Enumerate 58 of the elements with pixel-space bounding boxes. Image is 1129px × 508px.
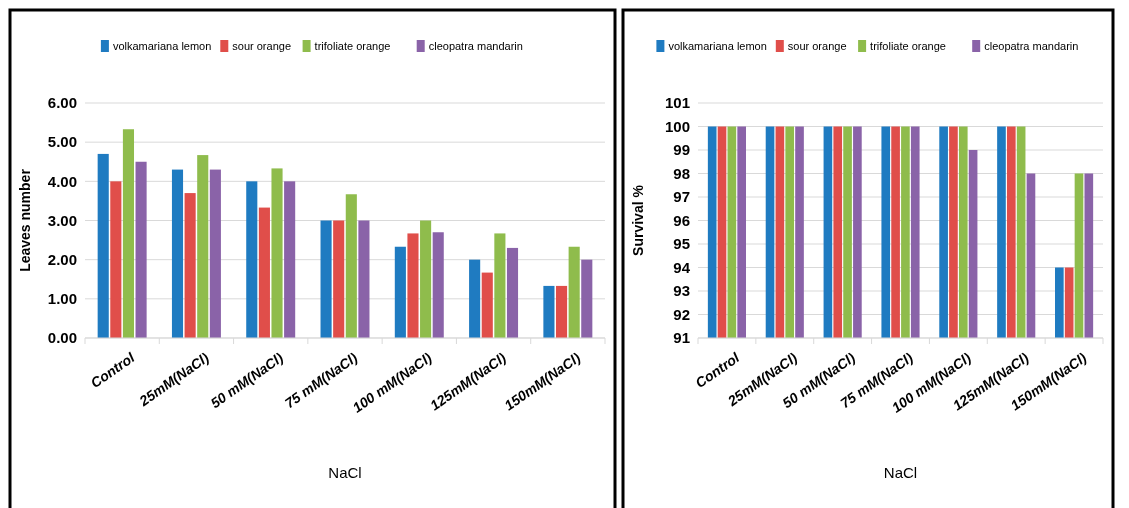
y-tick-label: 93: [673, 282, 690, 300]
bar: [320, 220, 332, 338]
bar: [333, 220, 345, 338]
bar: [432, 232, 444, 338]
y-tick-label: 97: [673, 188, 690, 206]
y-tick-label: 95: [673, 235, 690, 253]
bar: [110, 181, 122, 338]
y-tick-label: 4.00: [47, 172, 77, 190]
y-tick-label: 6.00: [47, 94, 77, 112]
y-tick-label: 3.00: [47, 211, 77, 229]
y-axis-title: Survival %: [630, 184, 646, 256]
legend-label: cleopatra mandarin: [428, 39, 523, 52]
bar: [555, 285, 568, 338]
bar: [568, 246, 580, 338]
bar: [358, 220, 370, 338]
y-tick-label: 91: [673, 329, 690, 347]
bar: [394, 246, 406, 338]
bar: [481, 272, 493, 338]
y-tick-label: 96: [673, 211, 690, 229]
bar: [494, 233, 506, 338]
bar: [543, 285, 555, 338]
y-tick-label: 2.00: [47, 250, 77, 268]
x-axis-title: NaCl: [328, 464, 362, 481]
bar: [407, 233, 419, 338]
bar: [258, 207, 270, 338]
y-tick-label: 92: [673, 305, 690, 323]
bar: [246, 181, 258, 338]
bar: [122, 129, 135, 338]
bar: [271, 168, 283, 338]
y-tick-label: 98: [673, 164, 690, 182]
legend-label: trifoliate orange: [314, 39, 391, 52]
legend-label: cleopatra mandarin: [984, 39, 1079, 52]
y-tick-label: 100: [664, 117, 690, 135]
bar: [184, 193, 196, 338]
legend-label: sour orange: [787, 39, 847, 52]
y-tick-label: 99: [673, 141, 690, 159]
legend-label: trifoliate orange: [870, 39, 946, 52]
y-tick-label: 5.00: [47, 133, 77, 151]
bar: [171, 169, 184, 338]
legend-label: volkamariana lemon: [668, 39, 767, 52]
bar: [135, 161, 147, 338]
bar: [506, 247, 519, 338]
y-tick-label: 101: [664, 94, 690, 112]
bar: [420, 220, 432, 338]
bar: [284, 181, 296, 338]
y-tick-label: 0.00: [47, 329, 77, 347]
bar: [197, 155, 209, 338]
legend-label: volkamariana lemon: [112, 39, 212, 52]
bar: [581, 259, 593, 338]
y-tick-label: 1.00: [47, 290, 77, 308]
legend-label: sour orange: [232, 39, 292, 52]
bar: [209, 169, 221, 338]
bar: [97, 153, 109, 338]
y-axis-title: Leaves number: [17, 168, 33, 272]
bar: [469, 259, 481, 338]
x-axis-title: NaCl: [883, 464, 918, 481]
bar: [345, 194, 357, 338]
y-tick-label: 94: [673, 258, 691, 276]
